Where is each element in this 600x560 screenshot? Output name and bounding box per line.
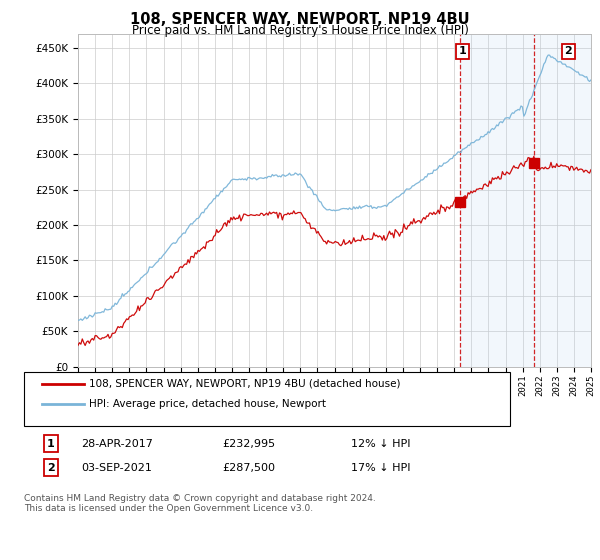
Text: Price paid vs. HM Land Registry's House Price Index (HPI): Price paid vs. HM Land Registry's House …: [131, 24, 469, 36]
Text: 1: 1: [47, 438, 55, 449]
Text: 12% ↓ HPI: 12% ↓ HPI: [351, 438, 410, 449]
Text: 2: 2: [47, 463, 55, 473]
Bar: [460, 34, 591, 367]
Text: 17% ↓ HPI: 17% ↓ HPI: [351, 463, 410, 473]
Text: £232,995: £232,995: [222, 438, 275, 449]
Text: 28-APR-2017: 28-APR-2017: [81, 438, 153, 449]
Text: 108, SPENCER WAY, NEWPORT, NP19 4BU: 108, SPENCER WAY, NEWPORT, NP19 4BU: [130, 12, 470, 27]
Text: 2: 2: [565, 46, 572, 57]
Text: Contains HM Land Registry data © Crown copyright and database right 2024.
This d: Contains HM Land Registry data © Crown c…: [24, 494, 376, 514]
Text: 1: 1: [458, 46, 466, 57]
Text: 108, SPENCER WAY, NEWPORT, NP19 4BU (detached house): 108, SPENCER WAY, NEWPORT, NP19 4BU (det…: [89, 379, 400, 389]
Text: £287,500: £287,500: [222, 463, 275, 473]
Text: HPI: Average price, detached house, Newport: HPI: Average price, detached house, Newp…: [89, 399, 326, 409]
Text: 03-SEP-2021: 03-SEP-2021: [81, 463, 152, 473]
